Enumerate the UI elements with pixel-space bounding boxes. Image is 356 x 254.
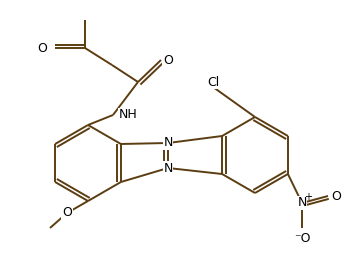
Text: N: N — [163, 136, 173, 150]
Text: O: O — [62, 207, 72, 219]
Text: +: + — [304, 192, 312, 202]
Text: ⁻O: ⁻O — [294, 231, 310, 245]
Text: Cl: Cl — [207, 75, 219, 88]
Text: O: O — [37, 41, 47, 55]
Text: O: O — [163, 54, 173, 67]
Text: NH: NH — [119, 108, 138, 121]
Text: O: O — [331, 189, 341, 202]
Text: N: N — [163, 162, 173, 174]
Text: N: N — [297, 197, 307, 210]
